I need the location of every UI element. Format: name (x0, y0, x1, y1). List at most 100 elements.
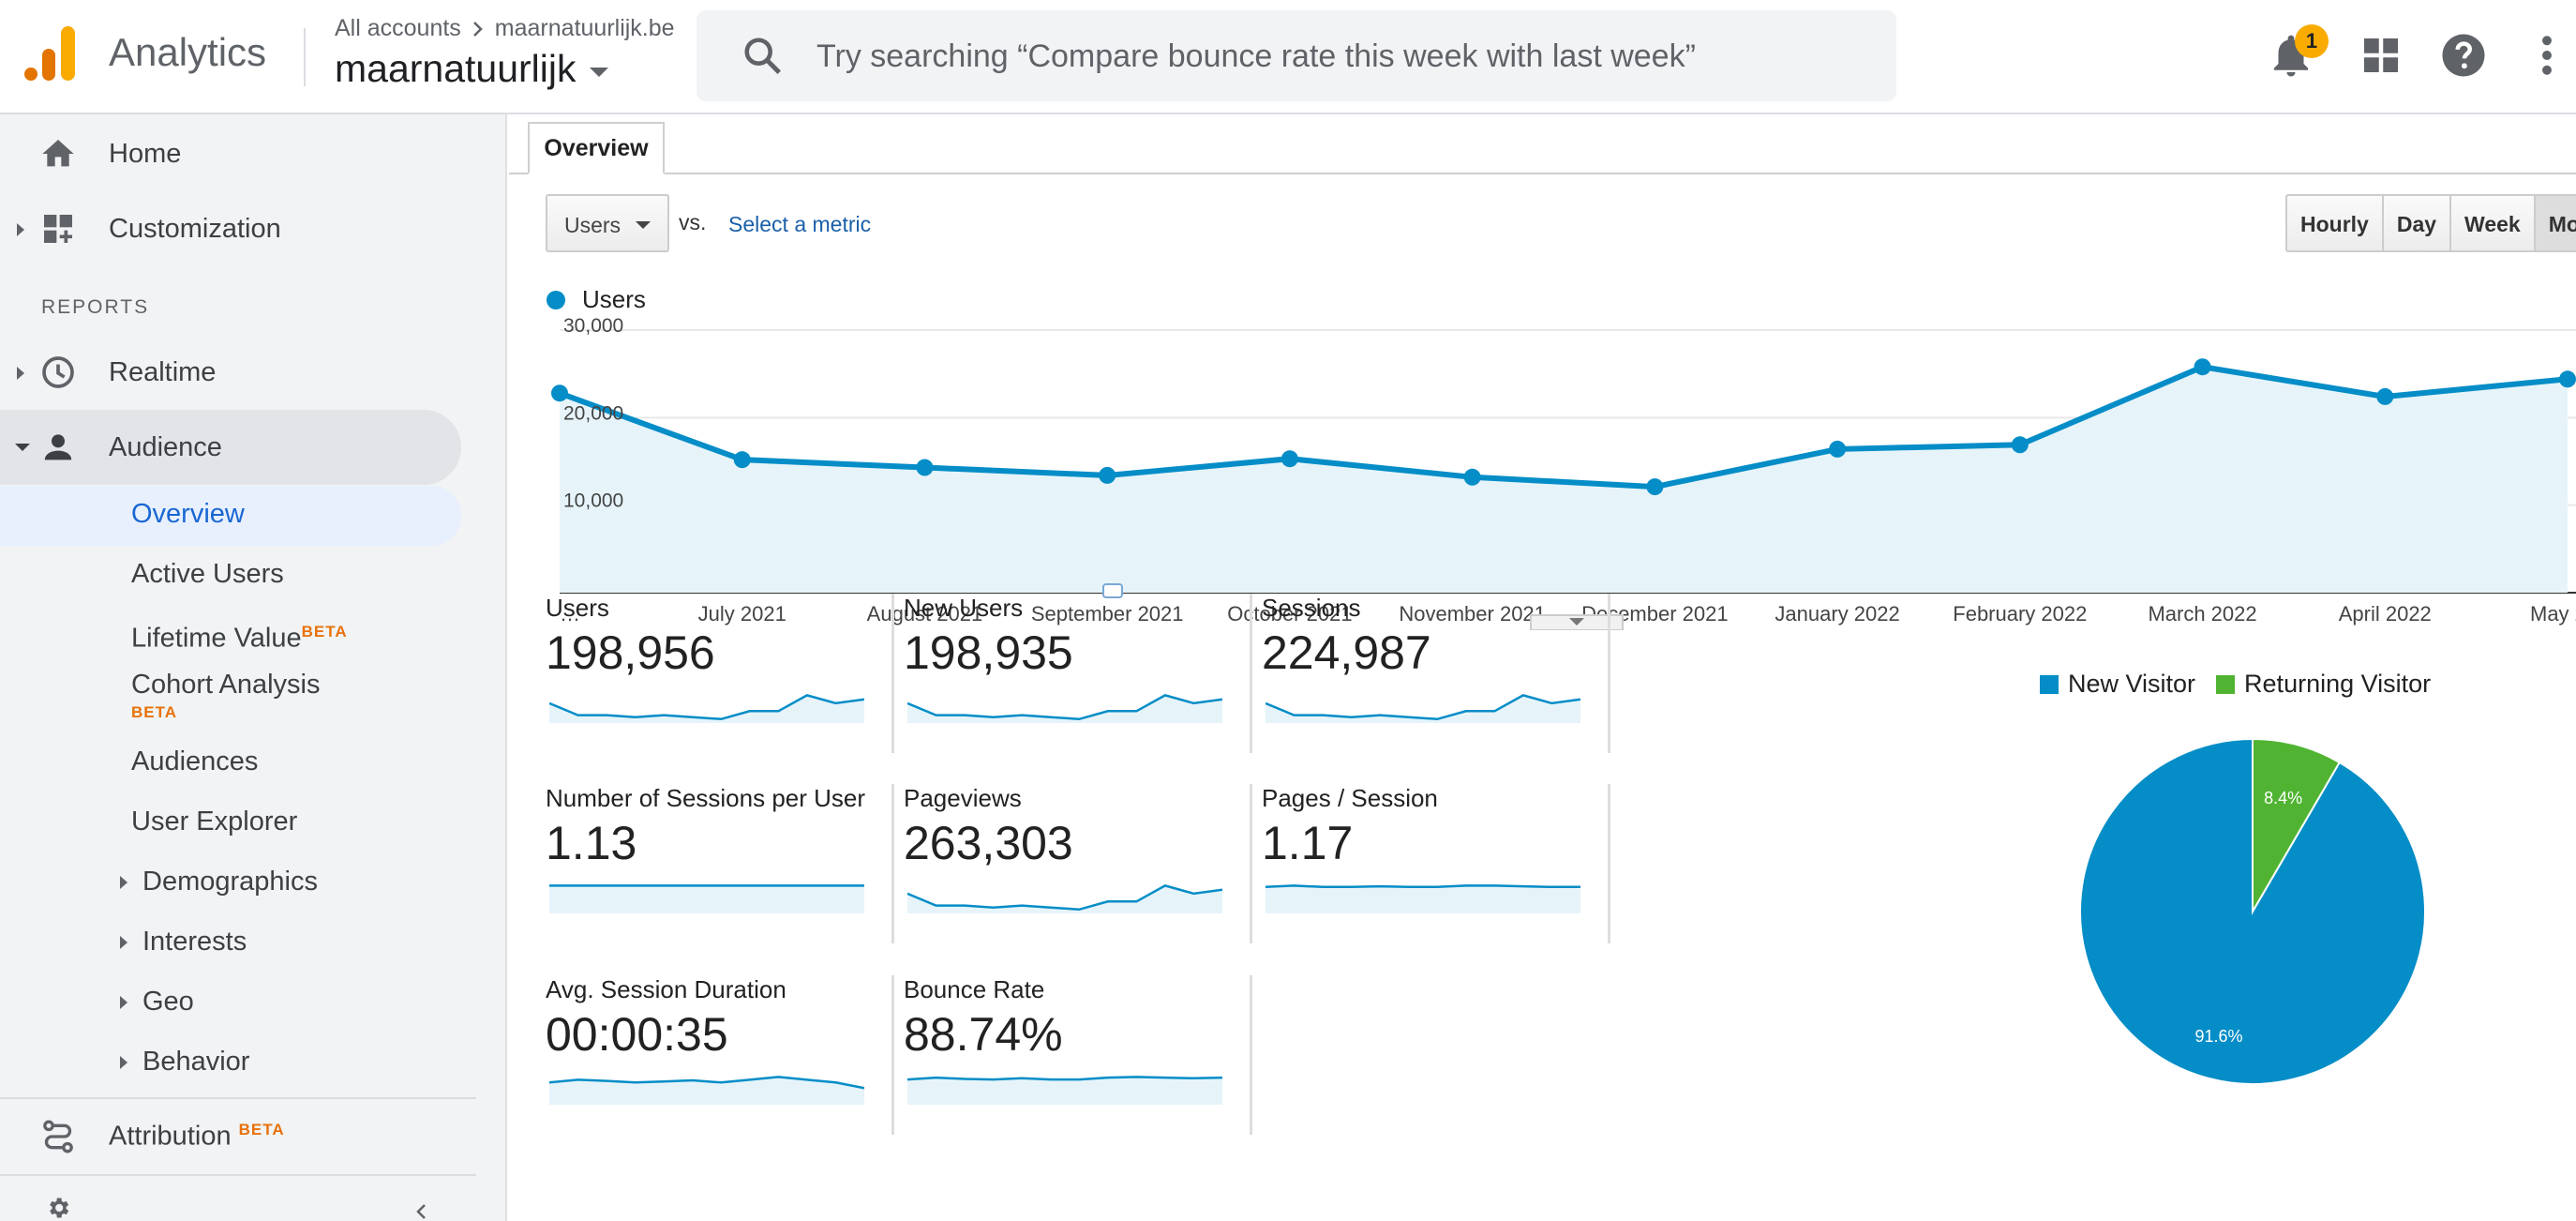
scorecard[interactable]: Pages / Session 1.17 (1262, 784, 1610, 943)
series-line-users (558, 364, 2569, 490)
select-metric-link[interactable]: Select a metric (728, 212, 872, 236)
beta-badge: BETA (131, 703, 178, 721)
collapse-sidebar-icon[interactable] (412, 1202, 431, 1221)
y-tick-label: 20,000 (563, 402, 623, 424)
sidebar-item-label: Home (109, 138, 182, 169)
data-point-8[interactable] (2011, 436, 2029, 454)
x-tick-label: February 2022 (1953, 602, 2087, 626)
sparkline-line (1266, 694, 1580, 721)
sidebar-item-demographics[interactable]: Demographics (0, 846, 461, 906)
help-icon[interactable] (2438, 30, 2489, 81)
y-tick-label: 10,000 (563, 490, 623, 512)
scorecard[interactable]: Bounce Rate 88.74% (904, 975, 1252, 1135)
analytics-logo-icon[interactable] (24, 26, 77, 83)
beta-badge: BETA (301, 623, 348, 641)
period-hourly-button[interactable]: Hourly (2287, 196, 2384, 250)
pie-legend-returning-visitor[interactable]: Returning Visitor (2216, 670, 2431, 699)
breadcrumb[interactable]: All accounts maarnatuurlijk.be (335, 15, 675, 42)
chart-legend[interactable]: Users (547, 285, 646, 314)
scorecard[interactable]: Sessions 224,987 (1262, 594, 1610, 753)
sidebar-item-attribution[interactable]: Attribution BETA (0, 1099, 461, 1174)
visitor-type-pie-chart[interactable]: 91.6% 8.4% (2074, 733, 2431, 1090)
scorecard-title: Avg. Session Duration (546, 975, 786, 1003)
sidebar-item-label: Behavior (142, 1047, 250, 1077)
app-name: Analytics (109, 30, 267, 74)
scorecard-value: 263,303 (904, 817, 1073, 869)
sidebar-divider (0, 1097, 476, 1099)
breadcrumb-account[interactable]: maarnatuurlijk.be (494, 15, 675, 41)
period-month-button[interactable]: Mont (2535, 196, 2576, 250)
scorecard[interactable]: Avg. Session Duration 00:00:35 (546, 975, 894, 1135)
scorecard[interactable]: Pageviews 263,303 (904, 784, 1252, 943)
scorecard-sparkline (907, 694, 1222, 723)
data-point-10[interactable] (2376, 387, 2394, 405)
sidebar-item-cohort-analysis[interactable]: Cohort Analysis BETA (0, 666, 461, 726)
data-point-4[interactable] (1281, 450, 1298, 468)
scorecard-sparkline (1266, 884, 1580, 913)
expand-arrow-icon (120, 876, 127, 889)
sidebar-item-label: Geo (142, 987, 194, 1017)
users-line-chart[interactable]: 30,000 20,000 10,000 … July 2021 August 2021 S… (509, 311, 2576, 630)
pie-slice-returning-visitor[interactable] (2252, 737, 2342, 915)
period-week-button[interactable]: Week (2451, 196, 2536, 250)
scorecard-value: 00:00:35 (546, 1008, 728, 1061)
x-tick-label: April 2022 (2339, 602, 2432, 626)
expand-arrow-icon (17, 223, 24, 236)
annotation-marker-icon[interactable] (1102, 583, 1123, 598)
sidebar-item-audiences[interactable]: Audiences (0, 726, 461, 786)
sparkline-line (907, 694, 1222, 721)
data-point-5[interactable] (1463, 468, 1481, 486)
sparkline-area (549, 1077, 864, 1105)
x-tick-label: January 2022 (1775, 602, 1899, 626)
caret-down-icon (636, 221, 651, 229)
scorecard-value: 1.13 (546, 817, 637, 869)
pie-legend-new-visitor[interactable]: New Visitor (2040, 670, 2195, 699)
search-placeholder: Try searching “Compare bounce rate this … (816, 38, 1696, 74)
x-tick-label: … (560, 602, 580, 626)
scorecard[interactable]: Number of Sessions per User 1.13 (546, 784, 894, 943)
scorecard-sparkline (549, 1076, 864, 1105)
sidebar-item-active-users[interactable]: Active Users (0, 546, 461, 606)
scorecard[interactable]: Users 198,956 (546, 594, 894, 753)
sidebar-item-audience[interactable]: Audience (0, 410, 461, 485)
more-vert-icon[interactable] (2522, 30, 2572, 81)
data-point-3[interactable] (1099, 466, 1116, 484)
header-divider (304, 28, 306, 86)
data-point-9[interactable] (2194, 358, 2211, 376)
scorecard-title: New Users (904, 594, 1024, 622)
data-point-7[interactable] (1829, 440, 1847, 458)
data-point-2[interactable] (916, 459, 934, 476)
tab-overview[interactable]: Overview (528, 122, 665, 174)
data-point-6[interactable] (1646, 478, 1664, 496)
sidebar-item-user-explorer[interactable]: User Explorer (0, 786, 461, 846)
search-bar[interactable]: Try searching “Compare bounce rate this … (696, 10, 1896, 101)
x-tick-label: May 2022 (2530, 602, 2576, 626)
sidebar-item-label: Audience (109, 431, 222, 462)
expand-arrow-icon (120, 1056, 127, 1069)
breadcrumb-root[interactable]: All accounts (335, 15, 461, 41)
sidebar-item-realtime[interactable]: Realtime (0, 335, 461, 410)
data-point-11[interactable] (2559, 370, 2576, 388)
sidebar-item-geo[interactable]: Geo (0, 966, 461, 1026)
data-point-1[interactable] (733, 451, 751, 469)
x-tick-label: September 2021 (1031, 602, 1184, 626)
sidebar-item-home[interactable]: Home (0, 116, 461, 191)
sidebar-item-label: Attribution BETA (109, 1121, 285, 1153)
sidebar-item-overview[interactable]: Overview (0, 486, 461, 546)
data-point-0[interactable] (551, 384, 568, 402)
property-selector[interactable]: maarnatuurlijk (335, 47, 608, 91)
sidebar-item-lifetime-value[interactable]: Lifetime ValueBETA (0, 606, 461, 666)
metric-dropdown[interactable]: Users (546, 194, 669, 252)
sparkline-line (907, 1076, 1222, 1081)
scorecard-title: Number of Sessions per User (546, 784, 866, 812)
scorecard-sparkline (549, 694, 864, 723)
vs-label: vs. (679, 210, 707, 234)
sidebar-divider (0, 1174, 476, 1176)
sidebar-item-interests[interactable]: Interests (0, 906, 461, 966)
period-day-button[interactable]: Day (2384, 196, 2452, 250)
scorecard[interactable]: New Users 198,935 (904, 594, 1252, 753)
sidebar-item-behavior[interactable]: Behavior (0, 1026, 461, 1086)
settings-gear-icon[interactable] (41, 1195, 75, 1221)
apps-grid-icon[interactable] (2356, 30, 2406, 81)
sidebar-item-customization[interactable]: Customization (0, 191, 461, 266)
